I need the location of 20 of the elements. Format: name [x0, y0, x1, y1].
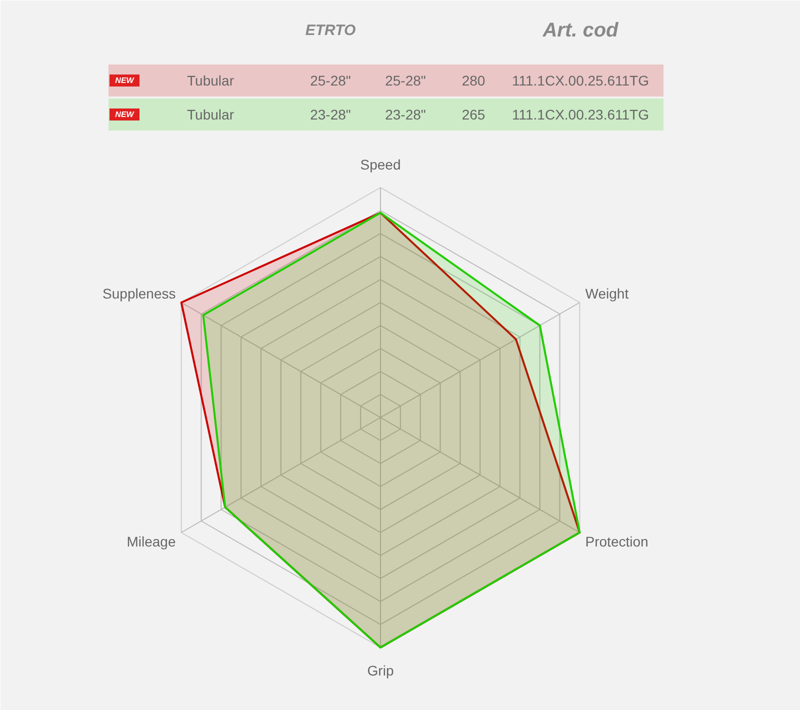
text: Tubular [187, 72, 234, 88]
text: 111.1CX.00.25.611TG [512, 72, 649, 88]
text: 23-28" [385, 106, 426, 122]
spoke-label: Speed [360, 156, 401, 172]
text: 265 [462, 106, 486, 122]
text: 111.1CX.00.23.611TG [512, 106, 649, 122]
text: 280 [462, 72, 486, 88]
text: NEW [115, 76, 136, 85]
text: 25-28" [310, 72, 351, 88]
text: ETRTO [305, 22, 356, 39]
spoke-label: Weight [585, 286, 629, 302]
text: Art. cod [542, 20, 620, 42]
spoke-label: Mileage [126, 534, 176, 550]
spoke-label: Protection [585, 534, 648, 550]
text: 25-28" [385, 72, 426, 88]
spoke-label: Suppleness [102, 286, 176, 302]
spoke-label: Grip [367, 662, 394, 678]
text: 23-28" [310, 106, 351, 122]
text: NEW [115, 110, 136, 119]
text: Tubular [187, 106, 234, 122]
